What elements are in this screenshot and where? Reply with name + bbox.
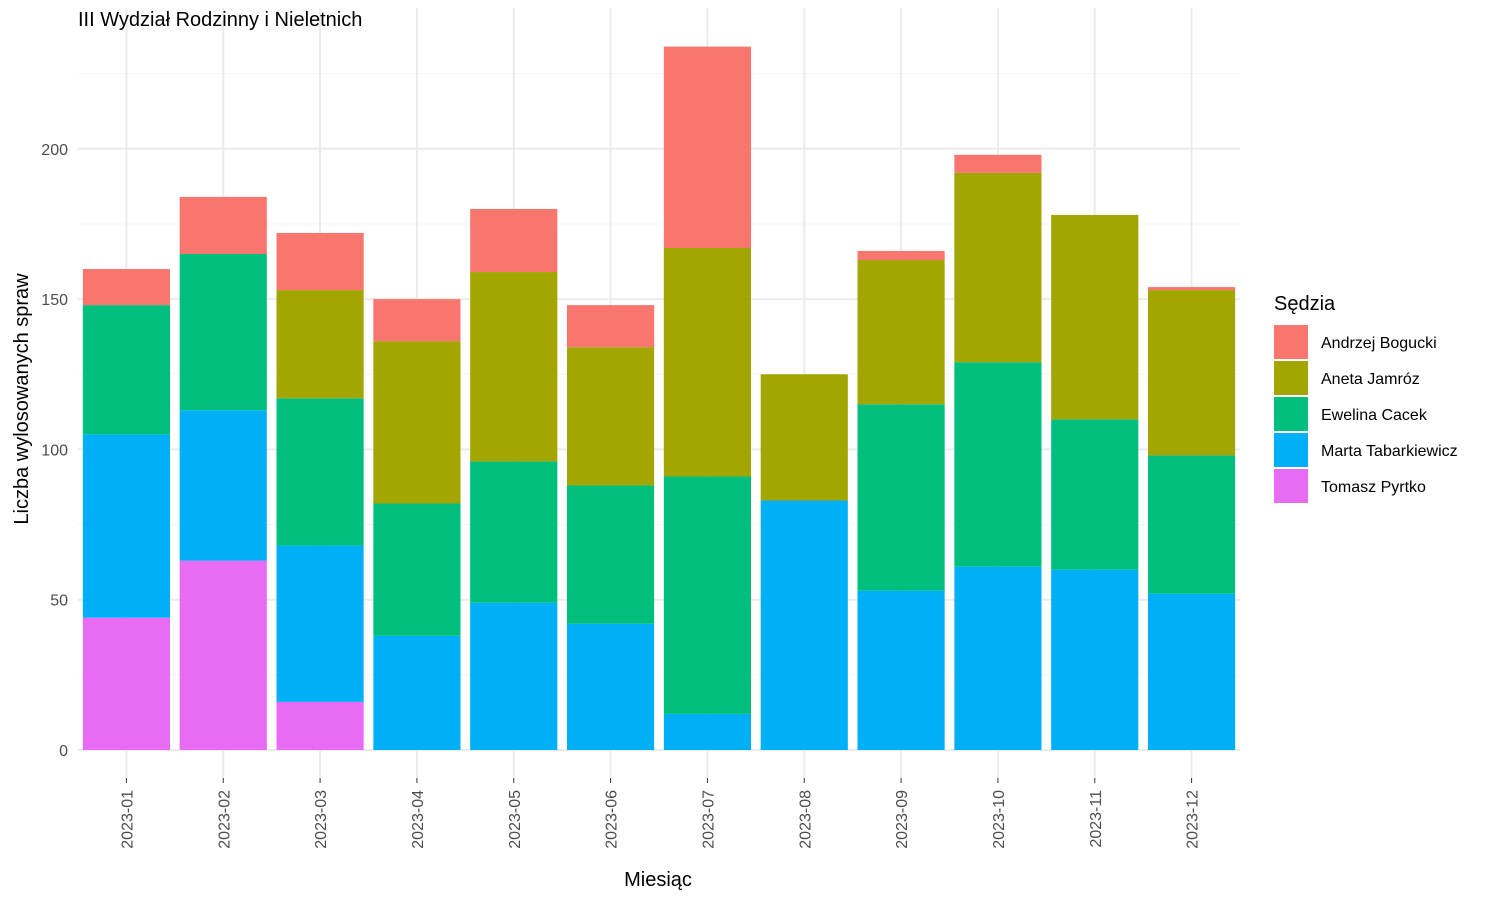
x-tick-label: 2023-05 — [507, 790, 524, 849]
x-tick-label: 2023-02 — [216, 790, 233, 849]
bar-segment — [567, 485, 655, 624]
x-tick-label: 2023-04 — [410, 790, 427, 849]
x-axis-title: Miesiąc — [624, 869, 692, 891]
bar-segment — [1051, 419, 1139, 570]
bar-segment — [663, 713, 751, 750]
legend-swatch — [1274, 361, 1308, 395]
legend-label: Marta Tabarkiewicz — [1321, 443, 1458, 460]
bar-segment — [760, 374, 848, 501]
bar-segment — [1051, 214, 1139, 420]
bar-segment — [857, 404, 945, 591]
legend-swatch — [1274, 325, 1308, 359]
x-tick-label: 2023-01 — [119, 790, 136, 849]
bar-segment — [857, 251, 945, 261]
legend-title: Sędzia — [1274, 293, 1336, 315]
bar-segment — [82, 617, 170, 750]
bar-segment — [954, 154, 1042, 173]
chart-title: III Wydział Rodzinny i Nieletnich — [78, 9, 362, 31]
legend-label: Ewelina Cacek — [1321, 407, 1428, 424]
bar-segment — [470, 272, 558, 462]
bar-segment — [373, 503, 461, 636]
y-axis-ticks: 0 50 100 150 200 — [41, 142, 68, 760]
y-tick-label: 200 — [41, 142, 68, 159]
bar-segment — [276, 398, 364, 546]
bar-segment — [276, 545, 364, 702]
bar-segment — [276, 701, 364, 750]
y-axis-title: Liczba wylosowanych spraw — [11, 273, 33, 525]
bar-segment — [82, 305, 170, 435]
bar-segment — [276, 232, 364, 291]
bar-segment — [1148, 287, 1236, 291]
bar-segment — [470, 461, 558, 603]
bar-segment — [179, 196, 267, 255]
bar-segment — [179, 560, 267, 750]
legend-swatch — [1274, 433, 1308, 467]
y-tick-label: 150 — [41, 292, 68, 309]
x-tick-label: 2023-07 — [700, 790, 717, 849]
bar-segment — [276, 290, 364, 399]
bar-segment — [82, 269, 170, 306]
x-tick-label: 2023-08 — [797, 790, 814, 849]
bar-segment — [373, 299, 461, 342]
y-tick-label: 0 — [59, 743, 68, 760]
bar-segment — [663, 476, 751, 714]
bar-segment — [1148, 290, 1236, 456]
x-axis-ticks: 2023-01 2023-02 2023-03 2023-04 2023-05 2023-… — [119, 778, 1202, 849]
bar-segment — [373, 341, 461, 504]
x-tick-label: 2023-09 — [894, 790, 911, 849]
bar-segment — [567, 623, 655, 750]
x-tick-label: 2023-11 — [1088, 790, 1105, 848]
bar-segment — [760, 500, 848, 750]
x-tick-label: 2023-10 — [991, 790, 1008, 849]
y-tick-label: 50 — [50, 593, 68, 610]
bar-segment — [179, 410, 267, 561]
bar-segment — [1148, 593, 1236, 750]
bar-segment — [663, 247, 751, 477]
bar-segment — [954, 362, 1042, 567]
bar-segment — [567, 305, 655, 348]
bars — [82, 46, 1236, 750]
legend-label: Andrzej Bogucki — [1321, 335, 1437, 352]
bar-segment — [373, 635, 461, 750]
legend-label: Aneta Jamróz — [1321, 371, 1420, 388]
bar-segment — [567, 347, 655, 486]
bar-segment — [470, 208, 558, 273]
bar-segment — [1051, 569, 1139, 750]
y-tick-label: 100 — [41, 442, 68, 459]
legend-swatch — [1274, 397, 1308, 431]
bar-segment — [857, 260, 945, 405]
bar-segment — [470, 602, 558, 750]
legend: Sędzia Andrzej Bogucki Aneta Jamróz Ewelin… — [1274, 293, 1458, 503]
legend-label: Tomasz Pyrtko — [1321, 479, 1426, 496]
bar-segment — [663, 46, 751, 248]
x-tick-label: 2023-03 — [313, 790, 330, 849]
x-tick-label: 2023-12 — [1185, 790, 1202, 849]
legend-swatch — [1274, 469, 1308, 503]
bar-segment — [954, 172, 1042, 363]
bar-segment — [179, 254, 267, 411]
bar-segment — [857, 590, 945, 750]
bar-segment — [1148, 455, 1236, 594]
bar-segment — [954, 566, 1042, 750]
bar-segment — [82, 434, 170, 618]
x-tick-label: 2023-06 — [604, 790, 621, 849]
